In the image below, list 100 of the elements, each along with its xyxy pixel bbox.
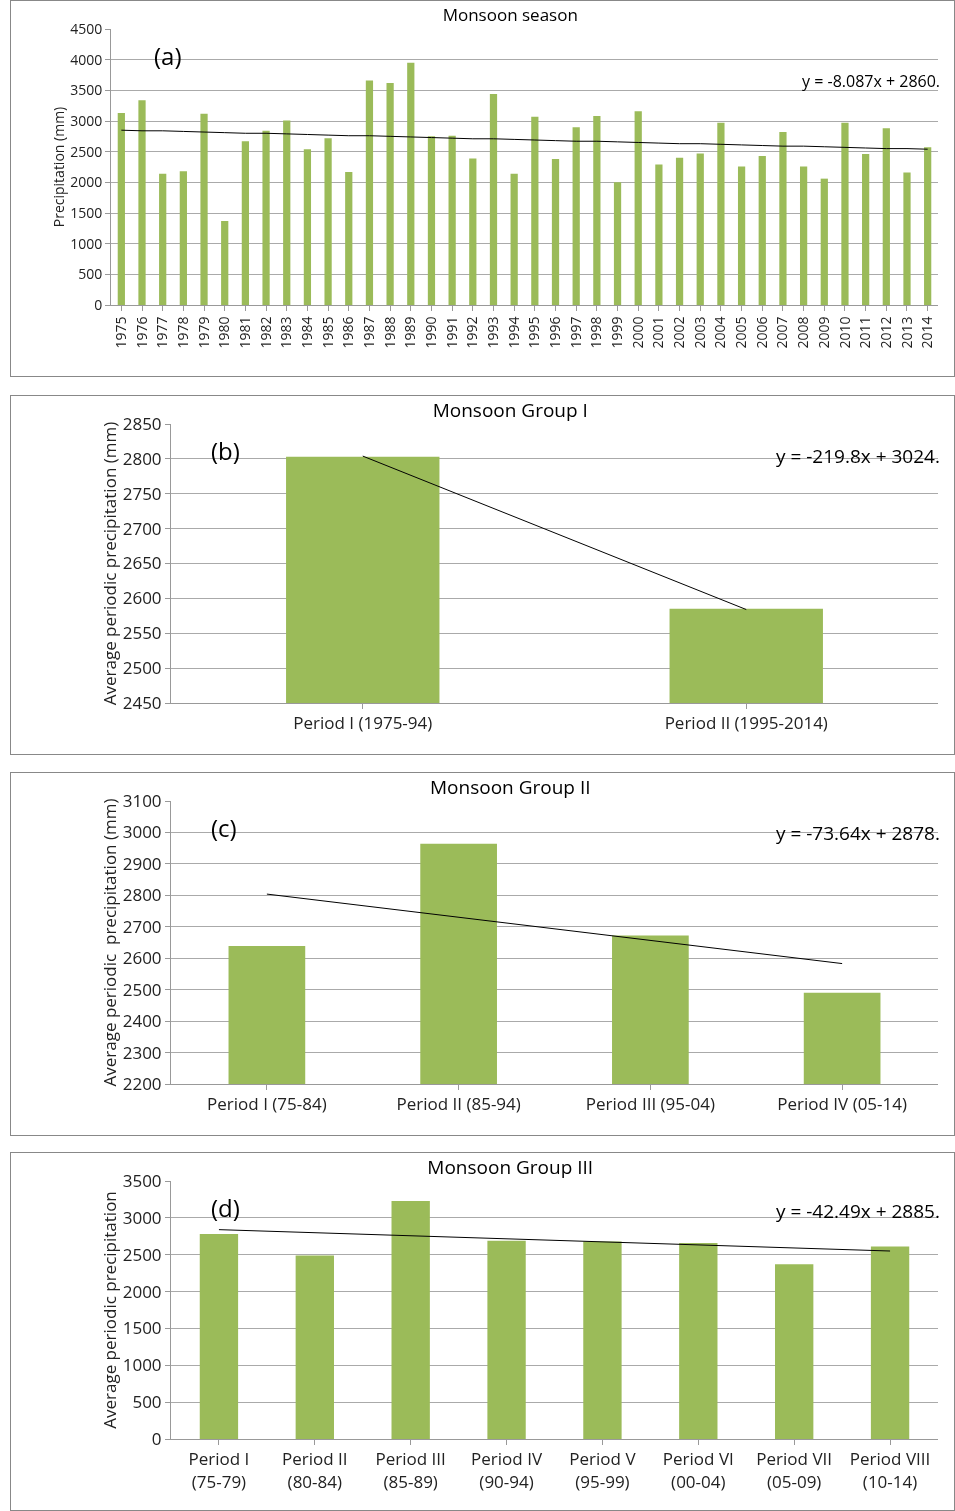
x-tick-label: Period IV (90-94): [471, 1447, 543, 1493]
x-tick-label: 1995: [524, 316, 544, 349]
bar: [779, 132, 787, 305]
bar: [407, 62, 415, 305]
x-tick-label: 1990: [421, 316, 441, 349]
bar: [510, 173, 518, 305]
x-tick-label: Period I (75-84): [207, 1092, 327, 1116]
bar: [613, 182, 622, 305]
annotation: (d): [211, 1191, 240, 1224]
bar: [903, 172, 911, 305]
x-tick-label: 1987: [358, 316, 378, 349]
annotation: y = -8.087x + 2860.: [802, 70, 941, 92]
y-axis-title: Precipitation (mm): [49, 106, 69, 228]
y-tick-label: 1000: [70, 233, 103, 253]
y-tick-label: 2500: [122, 977, 162, 1001]
bar: [696, 153, 704, 305]
bar: [221, 220, 229, 305]
y-tick-label: 2800: [122, 883, 162, 907]
y-tick-label: 2000: [70, 172, 103, 192]
bar: [295, 1255, 334, 1439]
x-tick-label: Period I (75-79): [188, 1447, 250, 1493]
bar: [841, 122, 849, 305]
y-tick-label: 500: [78, 264, 103, 284]
x-tick-label: 1978: [172, 316, 192, 349]
x-tick-label: 2008: [793, 316, 813, 349]
y-tick-label: 2700: [122, 914, 162, 938]
bar: [572, 127, 580, 305]
x-tick-label: 1976: [131, 316, 151, 349]
x-tick-label: 1984: [296, 316, 316, 349]
y-tick-label: 2500: [122, 656, 162, 680]
y-tick-label: 2900: [122, 851, 162, 875]
annotation: y = -42.49x + 2885.: [776, 1198, 940, 1224]
bar: [262, 130, 270, 305]
bar: [679, 1242, 718, 1439]
x-tick-label: Period VII (05-09): [756, 1447, 833, 1493]
bar: [241, 141, 250, 305]
bar: [283, 120, 291, 305]
x-tick-label: 1982: [255, 316, 275, 349]
bar: [551, 159, 560, 305]
x-tick-label: 1991: [441, 316, 461, 349]
y-tick-label: 4500: [70, 18, 103, 38]
bar: [469, 158, 477, 305]
x-tick-label: 1988: [379, 316, 399, 349]
bar: [799, 166, 808, 305]
x-tick-label: 1980: [214, 316, 234, 349]
x-tick-label: Period III (85-89): [375, 1447, 446, 1493]
bar: [324, 138, 332, 305]
y-tick-label: 2800: [122, 446, 162, 470]
bar: [427, 136, 436, 305]
bar: [675, 157, 684, 305]
bar: [634, 111, 642, 305]
bar: [365, 80, 374, 305]
x-tick-label: 2011: [855, 316, 875, 349]
bar: [487, 1240, 526, 1439]
x-tick-label: 2010: [834, 316, 854, 349]
x-tick-label: 2004: [710, 316, 730, 349]
y-axis-title: Average periodic precipitation (mm): [97, 421, 121, 706]
bar: [924, 147, 932, 305]
bar: [758, 155, 766, 305]
y-tick-label: 2000: [122, 1279, 162, 1303]
y-tick-label: 2700: [122, 516, 162, 540]
bar: [820, 178, 828, 305]
annotation: (a): [154, 39, 182, 72]
y-tick-label: 3000: [70, 110, 103, 130]
x-tick-label: 2013: [896, 316, 916, 349]
x-tick-label: 1997: [565, 316, 585, 349]
bar: [775, 1264, 814, 1439]
y-tick-label: 4000: [70, 49, 103, 69]
bar: [655, 164, 663, 305]
y-tick-label: 500: [132, 1390, 162, 1414]
x-tick-label: 1992: [462, 316, 482, 349]
bar: [870, 1246, 910, 1439]
bar: [200, 113, 208, 305]
line-series: [120, 129, 929, 150]
bar: [448, 135, 456, 305]
y-tick-label: 2450: [122, 690, 162, 714]
x-tick-label: 1979: [193, 316, 213, 349]
bar: [717, 122, 725, 305]
y-tick-label: 1500: [70, 202, 103, 222]
x-tick-label: Period VI (00-04): [662, 1447, 734, 1493]
bar: [386, 82, 394, 305]
y-tick-label: 1000: [122, 1353, 162, 1377]
y-tick-label: 3000: [122, 1205, 162, 1229]
bar: [199, 1234, 239, 1439]
x-tick-label: Period II (1995-2014): [664, 711, 828, 735]
x-tick-label: 1996: [545, 316, 565, 349]
x-tick-label: Period II (85-94): [396, 1092, 521, 1116]
x-tick-label: 1981: [234, 316, 254, 349]
x-tick-label: 1975: [110, 316, 130, 349]
y-tick-label: 1500: [122, 1316, 162, 1340]
y-tick-label: 3500: [70, 80, 103, 100]
y-tick-label: 2850: [122, 411, 162, 435]
x-tick-label: 1977: [152, 316, 172, 349]
x-tick-label: 1993: [483, 316, 503, 349]
x-tick-label: 1999: [607, 316, 627, 349]
annotation: y = -73.64x + 2878.: [776, 820, 940, 846]
x-tick-label: 2001: [648, 316, 668, 349]
bar: [583, 1241, 622, 1439]
bar: [345, 171, 353, 305]
chart-title: Monsoon Group II: [430, 774, 591, 801]
